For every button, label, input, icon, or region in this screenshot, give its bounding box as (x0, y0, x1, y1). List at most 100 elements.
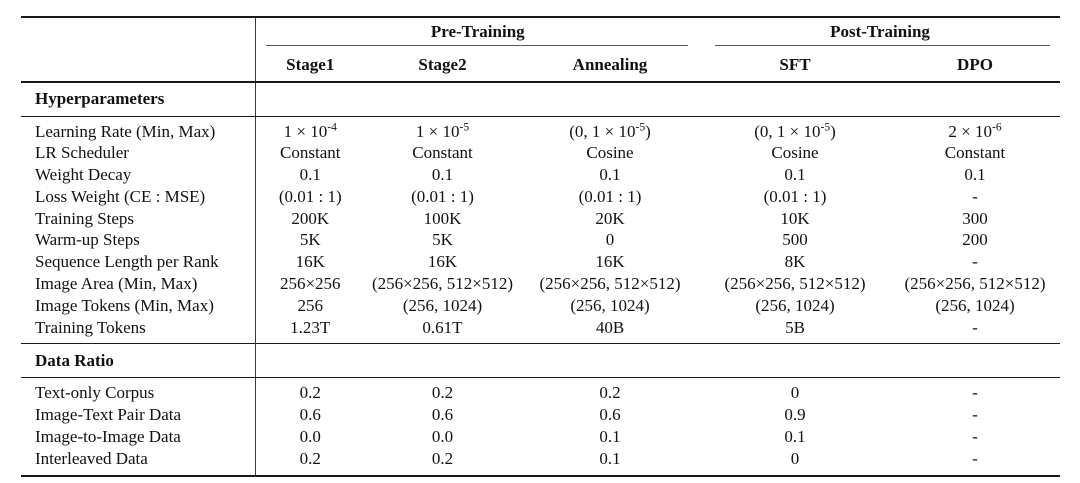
table-cell: 0.1 (599, 448, 621, 468)
table-cell: (256, 1024) (755, 295, 835, 315)
table-row: Learning Rate (Min, Max) 1 × 10-4 1 × 10-5… (21, 116, 1060, 143)
group-header-row: Pre-Training Post-Training (21, 17, 1060, 46)
table-cell: 0.2 (254, 447, 365, 476)
section-header-row: Hyperparameters (21, 81, 1060, 117)
table-cell: 1.23T (254, 316, 365, 344)
row-label: Training Tokens (35, 317, 146, 337)
row-label: Image-to-Image Data (35, 427, 181, 447)
table-row: Text-only Corpus 0.2 0.2 0.2 0 - (21, 377, 1060, 405)
table-row: Loss Weight (CE : MSE) (0.01 : 1) (0.01 : … (21, 185, 1060, 208)
table-cell: 0.2 (431, 448, 454, 468)
table-cell: 2 × 10-6 (948, 119, 1002, 141)
section-title: Hyperparameters (21, 81, 255, 117)
column-header-sft: SFT (700, 46, 890, 83)
table-cell: (0.01 : 1) (578, 186, 642, 206)
table-cell: Constant (944, 143, 1006, 163)
column-header-stage2: Stage2 (365, 46, 520, 83)
table-cell: (0, 1 × 10-5) (754, 119, 836, 141)
table-row: Training Tokens 1.23T 0.61T 40B 5B - (21, 316, 1060, 344)
table-cell: 0 (790, 448, 800, 468)
table-cell: - (972, 317, 978, 337)
row-label: Learning Rate (Min, Max) (35, 121, 216, 141)
table-cell: 5K (432, 230, 453, 250)
row-label: Image-Text Pair Data (35, 405, 182, 425)
table-cell: 500 (782, 230, 808, 250)
table-row: LR Scheduler Constant Constant Cosine Cosine… (21, 142, 1060, 165)
table-cell: 256×256 (254, 273, 365, 295)
table-cell: 0 (790, 383, 800, 403)
table-cell: 0.2 (599, 383, 621, 403)
table-cell: Constant (254, 142, 365, 165)
section-title: Data Ratio (21, 343, 255, 379)
table-cell: (256, 1024) (935, 295, 1015, 315)
table-cell: (256×256, 512×512) (372, 274, 513, 294)
training-config-table: Pre-Training Post-Training Stage1 Stage2… (21, 16, 1060, 477)
row-label: Weight Decay (35, 165, 132, 185)
group-header-post-training: Post-Training (700, 17, 1060, 46)
table-cell: 16K (254, 251, 365, 274)
row-label: Warm-up Steps (35, 230, 140, 250)
table-cell: (256×256, 512×512) (539, 274, 681, 294)
table-cell: 0.6 (254, 404, 365, 427)
table-cell: 0.1 (599, 165, 621, 185)
table-cell: Cosine (586, 143, 634, 163)
table-cell: 0.1 (254, 164, 365, 186)
table-cell: 16K (595, 252, 625, 272)
table-cell: 16K (427, 252, 458, 272)
table-cell: 0.1 (599, 427, 621, 447)
group-header-spacer (21, 17, 255, 46)
table-row: Warm-up Steps 5K 5K 0 500 200 (21, 229, 1060, 252)
table-row: Image Area (Min, Max) 256×256 (256×256, 51… (21, 273, 1060, 295)
table-cell: (256, 1024) (402, 295, 483, 315)
table-cell: 0.1 (784, 165, 806, 185)
column-header-spacer (21, 46, 255, 83)
table-row: Image-to-Image Data 0.0 0.0 0.1 0.1 - (21, 426, 1060, 448)
table-cell: 200 (962, 230, 988, 250)
table-cell: 20K (595, 208, 625, 228)
table-cell: 1 × 10-5 (415, 119, 470, 141)
table-cell: (0.01 : 1) (254, 185, 365, 208)
table-cell: 0.9 (784, 405, 806, 425)
table-cell: - (972, 186, 978, 206)
section-header-row: Data Ratio (21, 343, 1060, 379)
table-row: Image-Text Pair Data 0.6 0.6 0.6 0.9 - (21, 404, 1060, 427)
table-cell: (256×256, 512×512) (724, 274, 866, 294)
table-cell: 0.6 (431, 405, 454, 425)
row-label: Text-only Corpus (35, 383, 155, 403)
table-cell: 0.1 (964, 165, 986, 185)
table-cell: Cosine (771, 143, 819, 163)
table-cell: - (972, 427, 978, 447)
table-cell: - (972, 448, 978, 468)
table-cell: 40B (595, 317, 625, 337)
table-cell: 0.1 (431, 165, 454, 185)
table-cell: 10K (780, 208, 810, 228)
table-cell: 0.61T (422, 317, 463, 337)
table-cell: 0.6 (599, 405, 621, 425)
table-cell: 0.2 (254, 377, 365, 405)
table-cell: (0.01 : 1) (411, 186, 474, 206)
table-cell: (0.01 : 1) (763, 186, 827, 206)
table-row: Sequence Length per Rank 16K 16K 16K 8K - (21, 251, 1060, 274)
table-row: Training Steps 200K 100K 20K 10K 300 (21, 207, 1060, 230)
row-label: Image Tokens (Min, Max) (35, 295, 214, 315)
row-label: Image Area (Min, Max) (35, 274, 198, 294)
row-label: Interleaved Data (35, 448, 148, 468)
table-cell: 100K (423, 208, 462, 228)
table-cell: Constant (412, 143, 473, 163)
column-header-stage1: Stage1 (254, 46, 365, 83)
table-cell: 200K (254, 207, 365, 230)
column-header-dpo: DPO (890, 46, 1060, 83)
table-cell: 5B (785, 317, 805, 337)
table-cell: 300 (962, 208, 988, 228)
table-cell: 256 (254, 294, 365, 317)
group-header-pre-training: Pre-Training (254, 17, 700, 46)
table-cell: 8K (784, 252, 806, 272)
column-header-annealing: Annealing (520, 46, 700, 83)
table-cell: 0.2 (431, 383, 454, 403)
table-cell: 0.0 (431, 427, 454, 447)
table-cell: - (972, 383, 978, 403)
table-cell: (256×256, 512×512) (904, 274, 1046, 294)
row-label: Sequence Length per Rank (35, 252, 219, 272)
table-cell: - (972, 252, 978, 272)
